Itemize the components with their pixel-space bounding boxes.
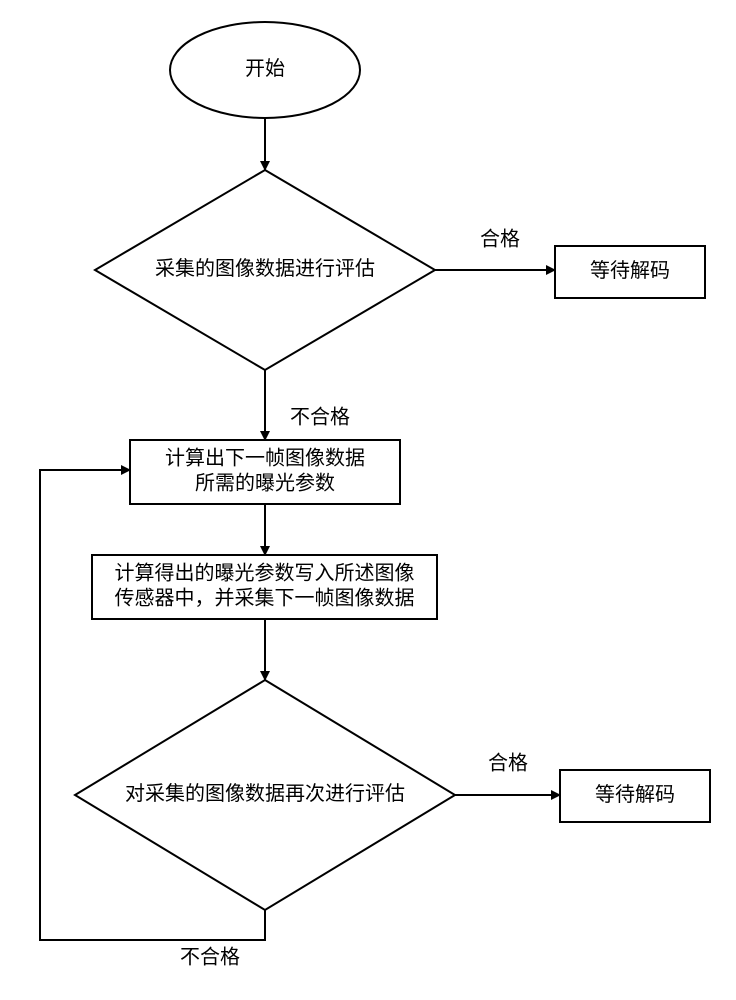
edge-label-eval2-calc: 不合格 <box>180 945 240 968</box>
node-label-eval2: 对采集的图像数据再次进行评估 <box>125 782 405 805</box>
edge-label-eval2-wait2: 合格 <box>488 751 528 774</box>
node-label-wait1: 等待解码 <box>590 259 670 282</box>
flowchart-canvas: 合格不合格合格不合格开始采集的图像数据进行评估等待解码计算出下一帧图像数据所需的… <box>0 0 736 1000</box>
edge-label-eval1-wait1: 合格 <box>480 227 520 250</box>
node-label-start: 开始 <box>245 57 285 80</box>
node-label-wait2: 等待解码 <box>595 783 675 806</box>
node-label-eval1: 采集的图像数据进行评估 <box>155 257 375 280</box>
edge-label-eval1-calc: 不合格 <box>290 405 350 428</box>
